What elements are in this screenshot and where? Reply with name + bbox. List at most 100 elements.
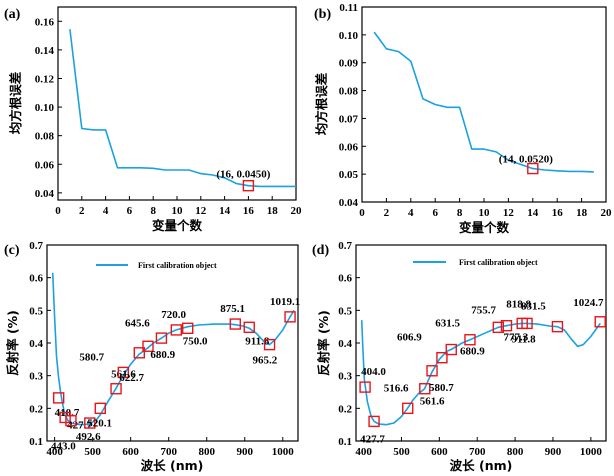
marker-label: (14, 0.0520)	[499, 154, 553, 166]
marker-square	[94, 402, 106, 415]
x-tick-label: 500	[84, 446, 101, 458]
y-axis-label: 反射率 (%)	[5, 310, 20, 376]
plot-frame	[355, 244, 607, 442]
marker-square	[229, 318, 241, 330]
y-tick-label: 0.16	[35, 16, 55, 28]
x-ticks: 400 500 600 700 800 900 1000	[355, 437, 602, 458]
series-line	[373, 31, 594, 173]
plot-frame	[361, 6, 607, 203]
marker-square	[521, 317, 533, 330]
legend-label: First calibration object	[459, 258, 538, 267]
y-tick-label: 0.6	[338, 273, 352, 285]
marker-square	[170, 324, 183, 336]
x-tick-label: 20	[601, 207, 613, 219]
y-tick-label: 0.1	[29, 436, 43, 448]
marker-label: 720.0	[161, 309, 186, 321]
x-tick-label: 20	[291, 205, 303, 217]
marker-label: 911.8	[511, 334, 536, 346]
y-tick-label: 0.7	[29, 240, 43, 252]
marker-label: 831.5	[521, 300, 546, 312]
y-tick-label: 0.4	[29, 338, 43, 350]
marker-square	[65, 415, 77, 427]
marker-label: 622.7	[119, 372, 144, 384]
marker-label: 580.7	[429, 382, 454, 394]
marker-label: 645.6	[125, 317, 150, 329]
series-lines	[373, 31, 594, 173]
x-tick-label: 700	[469, 446, 486, 458]
y-tick-label: 0.08	[35, 131, 55, 143]
x-tick-label: 14	[219, 205, 231, 217]
marker-label: 965.2	[253, 355, 278, 367]
y-tick-label: 0.07	[339, 113, 359, 125]
y-tick-label: 0.10	[35, 102, 55, 114]
x-axis-label: 变量个数	[459, 220, 510, 235]
marker-square	[110, 383, 122, 395]
x-tick-label: 500	[393, 446, 410, 458]
marker-square	[59, 411, 71, 424]
x-tick-label: 2	[79, 205, 85, 217]
y-axis-label: 反射率 (%)	[316, 310, 331, 376]
marker-square	[243, 321, 255, 334]
marker-square	[133, 347, 145, 359]
x-tick-label: 10	[172, 205, 184, 217]
x-tick-label: 16	[243, 205, 255, 217]
marker-square	[359, 381, 371, 393]
marker-label: 750.0	[183, 335, 208, 347]
series-lines	[69, 29, 296, 188]
x-tick-label: 800	[198, 446, 215, 458]
highlight-markers: (14, 0.0520)	[499, 154, 553, 175]
y-tick-label: 0.3	[338, 371, 352, 383]
x-ticks: 0 2 4 6 8 10 12 14 16 18 20	[55, 196, 302, 217]
y-tick-label: 0.2	[338, 403, 352, 415]
y-tick-label: 0.06	[339, 141, 359, 153]
x-tick-label: 1000	[272, 446, 295, 458]
panel-label: (b)	[314, 7, 331, 22]
marker-square	[419, 383, 431, 395]
marker-label: 443.0	[51, 441, 76, 453]
marker-square	[242, 180, 255, 192]
y-axis-label: 均方根误差	[314, 73, 329, 136]
x-tick-label: 0	[55, 205, 61, 217]
y-tick-label: 0.3	[29, 371, 43, 383]
marker-label: 777.3	[503, 332, 528, 344]
marker-label: 492.6	[76, 431, 101, 443]
marker-label: 561.6	[111, 369, 136, 381]
y-axis-label-group: 均方根误差	[314, 73, 329, 136]
x-tick-label: 4	[408, 207, 414, 219]
x-tick-label: 6	[127, 205, 133, 217]
series-lines	[360, 320, 601, 426]
marker-square	[402, 402, 414, 415]
y-tick-label: 0.06	[35, 159, 55, 171]
highlight-markers: 404.0 427.7 516.6 561.6 580.7 606.9 631.5 680.9…	[359, 297, 606, 445]
y-axis-label-group: 反射率 (%)	[5, 310, 20, 376]
marker-label: 516.6	[384, 382, 409, 394]
series-line	[360, 320, 601, 426]
x-ticks: 0 2 4 6 8 10 12 14 16 18 20	[359, 198, 612, 219]
panel-b: (b) 均方根误差 变量个数 0 2 4 6 8 10 12 14 16 18 20 0.040.0…	[314, 2, 612, 235]
marker-label: 606.9	[397, 332, 422, 344]
marker-square	[500, 319, 513, 332]
marker-label: 580.7	[79, 351, 104, 363]
x-tick-label: 700	[160, 446, 177, 458]
y-tick-label: 0.04	[339, 197, 359, 209]
x-tick-label: 6	[432, 207, 438, 219]
x-tick-label: 600	[122, 446, 139, 458]
x-tick-label: 400	[46, 446, 63, 458]
y-tick-label: 0.2	[29, 403, 43, 415]
marker-square	[155, 332, 168, 344]
marker-label: 755.7	[471, 304, 496, 316]
marker-square	[551, 320, 564, 333]
marker-square	[527, 162, 539, 175]
y-axis-label-group: 反射率 (%)	[316, 310, 331, 376]
marker-square	[52, 392, 65, 404]
x-tick-label: 18	[267, 205, 279, 217]
y-tick-label: 0.1	[338, 436, 352, 448]
marker-square	[84, 417, 96, 429]
marker-square	[426, 365, 438, 377]
x-axis-label: 变量个数	[152, 218, 203, 233]
x-tick-label: 8	[457, 207, 463, 219]
marker-square	[368, 415, 380, 428]
x-axis-label: 波长 (nm)	[141, 458, 204, 473]
marker-label: 404.0	[361, 366, 386, 378]
y-tick-label: 0.6	[29, 273, 43, 285]
